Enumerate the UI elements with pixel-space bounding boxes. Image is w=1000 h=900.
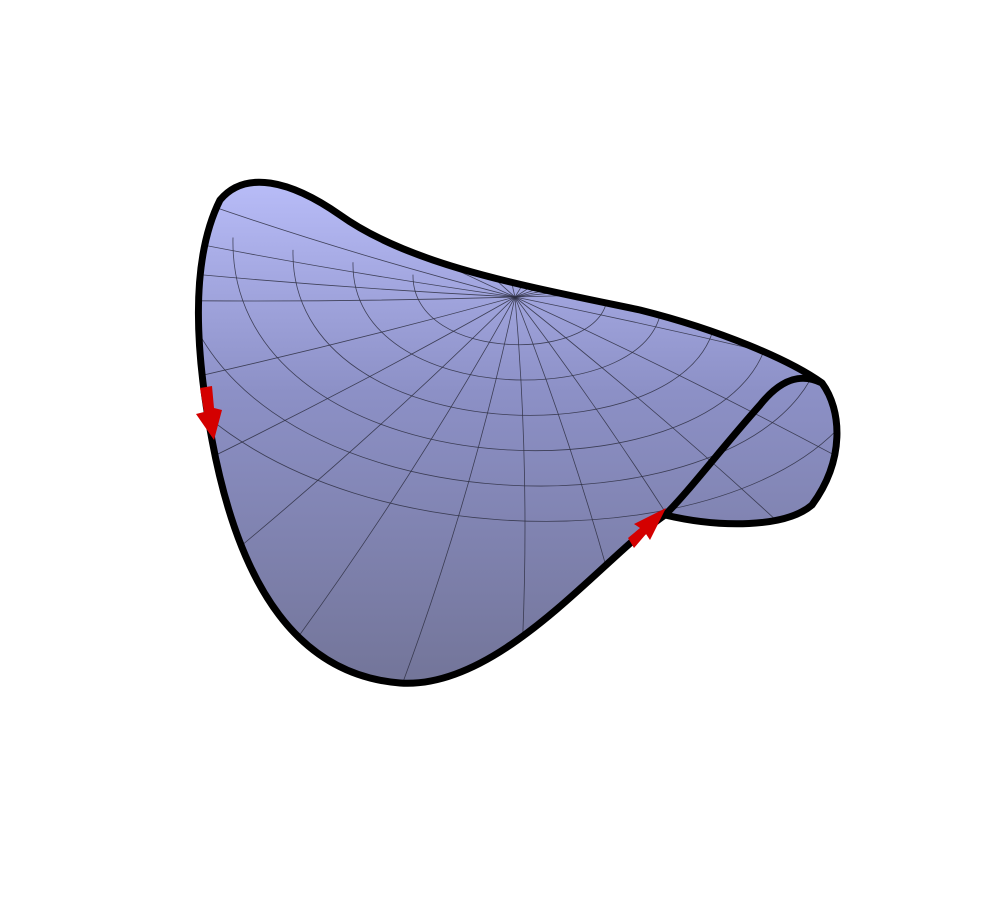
mesh-radial-line bbox=[198, 296, 516, 528]
mesh-radial-line bbox=[198, 216, 516, 298]
surface-front-sheet bbox=[198, 182, 837, 684]
mesh-radial-line bbox=[514, 254, 837, 298]
orientation-arrow-right bbox=[628, 508, 666, 548]
mesh-radial-line bbox=[514, 216, 837, 298]
mesh-ring bbox=[198, 225, 825, 487]
mesh-radial-line bbox=[198, 296, 516, 417]
mesh-radial-line bbox=[198, 182, 516, 298]
mesh-radial-line bbox=[514, 296, 526, 684]
mesh-radial-line bbox=[198, 296, 516, 302]
mesh-ring bbox=[292, 249, 717, 416]
orientation-arrow-left bbox=[196, 386, 222, 440]
mesh-radial-line bbox=[514, 182, 650, 298]
mesh-radial-line bbox=[504, 182, 516, 298]
mesh-radial-line bbox=[514, 182, 776, 298]
mesh-ring bbox=[232, 237, 771, 452]
mesh-radial-line bbox=[514, 296, 837, 528]
mesh-radial-line bbox=[198, 254, 516, 298]
boundary-curve bbox=[194, 178, 841, 687]
mesh-radial-line bbox=[514, 182, 837, 298]
